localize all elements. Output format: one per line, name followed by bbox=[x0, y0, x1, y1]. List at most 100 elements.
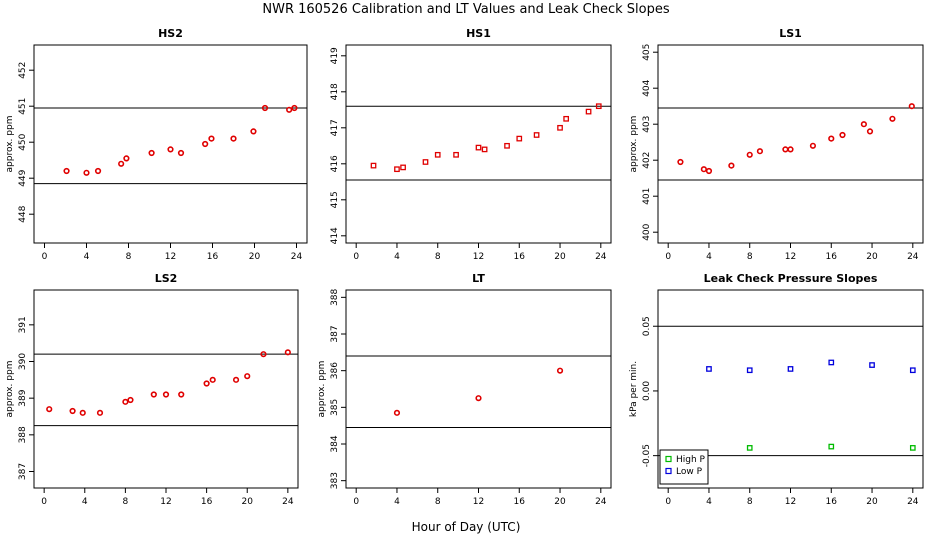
y-tick-label: 416 bbox=[330, 155, 340, 172]
data-point bbox=[123, 155, 130, 162]
data-point bbox=[585, 108, 592, 115]
data-point bbox=[422, 159, 429, 165]
y-tick-label: 0.05 bbox=[642, 316, 652, 336]
data-point bbox=[208, 135, 215, 142]
data-point bbox=[244, 373, 251, 380]
y-tick-label: 384 bbox=[330, 435, 340, 452]
x-tick-label: 8 bbox=[123, 497, 129, 507]
data-point bbox=[746, 367, 753, 374]
legend-box bbox=[659, 449, 709, 485]
x-tick-label: 20 bbox=[554, 497, 566, 507]
panel-2: HS1 0 4 8 12 16 20 24 414 415 416 417 418 419 bbox=[330, 27, 612, 262]
plot-frame bbox=[657, 44, 924, 244]
x-tick-label: 24 bbox=[907, 497, 919, 507]
y-tick-label: 0.00 bbox=[642, 381, 652, 401]
data-point bbox=[83, 169, 90, 176]
data-point bbox=[556, 367, 564, 374]
x-tick-label: 8 bbox=[435, 252, 441, 262]
data-point bbox=[787, 146, 794, 153]
data-point bbox=[828, 359, 835, 366]
plot-frame bbox=[345, 44, 612, 244]
y-tick-label: 449 bbox=[18, 169, 28, 186]
data-point bbox=[563, 115, 570, 122]
data-point bbox=[232, 376, 240, 383]
data-point bbox=[787, 366, 794, 372]
panel-title: HS1 bbox=[466, 27, 491, 40]
data-point bbox=[209, 376, 216, 383]
x-tick-label: 12 bbox=[160, 497, 171, 507]
x-tick-label: 0 bbox=[353, 497, 359, 507]
y-tick-label: 386 bbox=[330, 362, 340, 379]
data-point bbox=[118, 160, 125, 167]
data-point bbox=[828, 135, 835, 142]
y-tick-label: 387 bbox=[18, 463, 28, 480]
data-point bbox=[809, 142, 817, 149]
y-tick-label: 385 bbox=[330, 399, 340, 416]
x-axis-label: Hour of Day (UTC) bbox=[412, 520, 521, 534]
data-point bbox=[860, 121, 867, 128]
data-point bbox=[728, 162, 735, 169]
x-tick-label: 12 bbox=[785, 252, 796, 262]
data-point bbox=[63, 167, 70, 175]
y-axis-label: approx. ppm bbox=[317, 361, 327, 418]
y-axis-label: kPa per min. bbox=[629, 361, 639, 417]
x-tick-label: 12 bbox=[165, 252, 176, 262]
panel-title: HS2 bbox=[158, 27, 183, 40]
x-tick-label: 4 bbox=[394, 252, 400, 262]
data-point bbox=[178, 391, 185, 398]
data-point bbox=[393, 409, 401, 416]
x-tick-label: 8 bbox=[747, 252, 753, 262]
plot-frame bbox=[33, 289, 299, 489]
legend-label: High P bbox=[676, 455, 706, 465]
data-point bbox=[162, 391, 170, 398]
data-point bbox=[481, 146, 488, 153]
x-tick-label: 20 bbox=[866, 252, 878, 262]
x-tick-label: 0 bbox=[41, 497, 47, 507]
data-point bbox=[909, 367, 916, 374]
legend-label: Low P bbox=[676, 467, 703, 477]
data-point bbox=[595, 103, 602, 110]
x-tick-label: 8 bbox=[435, 497, 441, 507]
x-tick-label: 24 bbox=[282, 497, 294, 507]
data-point bbox=[889, 115, 896, 122]
panel-5: LT 0 4 8 12 16 20 24 383 384 385 386 387 388 approx. p… bbox=[317, 272, 612, 507]
data-point bbox=[150, 391, 157, 398]
y-tick-label: 388 bbox=[330, 288, 340, 305]
y-tick-label: 415 bbox=[330, 191, 340, 208]
x-tick-label: 16 bbox=[826, 497, 838, 507]
data-point bbox=[746, 151, 753, 158]
x-tick-label: 20 bbox=[866, 497, 878, 507]
data-point bbox=[866, 128, 874, 135]
data-point bbox=[177, 149, 185, 157]
y-tick-label: 417 bbox=[330, 119, 340, 136]
y-axis-label: approx. ppm bbox=[629, 116, 639, 173]
y-tick-label: 387 bbox=[330, 325, 340, 342]
panel-title: Leak Check Pressure Slopes bbox=[704, 272, 878, 285]
data-point bbox=[400, 164, 406, 171]
data-point bbox=[504, 142, 510, 149]
data-point bbox=[291, 104, 298, 112]
panel-title: LS1 bbox=[779, 27, 802, 40]
legend-marker bbox=[665, 455, 672, 463]
y-tick-label: 400 bbox=[642, 223, 652, 240]
data-point bbox=[250, 128, 257, 135]
data-point bbox=[261, 104, 269, 112]
data-point bbox=[533, 132, 540, 138]
y-tick-label: 404 bbox=[642, 79, 652, 96]
y-tick-label: 388 bbox=[18, 426, 28, 443]
x-tick-label: 16 bbox=[826, 252, 838, 262]
x-tick-label: 8 bbox=[126, 252, 132, 262]
y-tick-label: 419 bbox=[330, 47, 340, 64]
x-tick-label: 0 bbox=[42, 252, 48, 262]
x-tick-label: 4 bbox=[706, 252, 712, 262]
panel-3: LS1 0 4 8 12 16 20 24 400 401 402 403 404 405 approx. … bbox=[629, 27, 924, 262]
data-point bbox=[148, 149, 155, 157]
x-tick-label: 0 bbox=[665, 252, 671, 262]
panel-title: LS2 bbox=[155, 272, 178, 285]
x-tick-label: 4 bbox=[84, 252, 90, 262]
x-tick-label: 12 bbox=[473, 497, 484, 507]
y-tick-label: 390 bbox=[18, 353, 28, 370]
data-point bbox=[705, 167, 713, 175]
data-point bbox=[284, 349, 291, 356]
